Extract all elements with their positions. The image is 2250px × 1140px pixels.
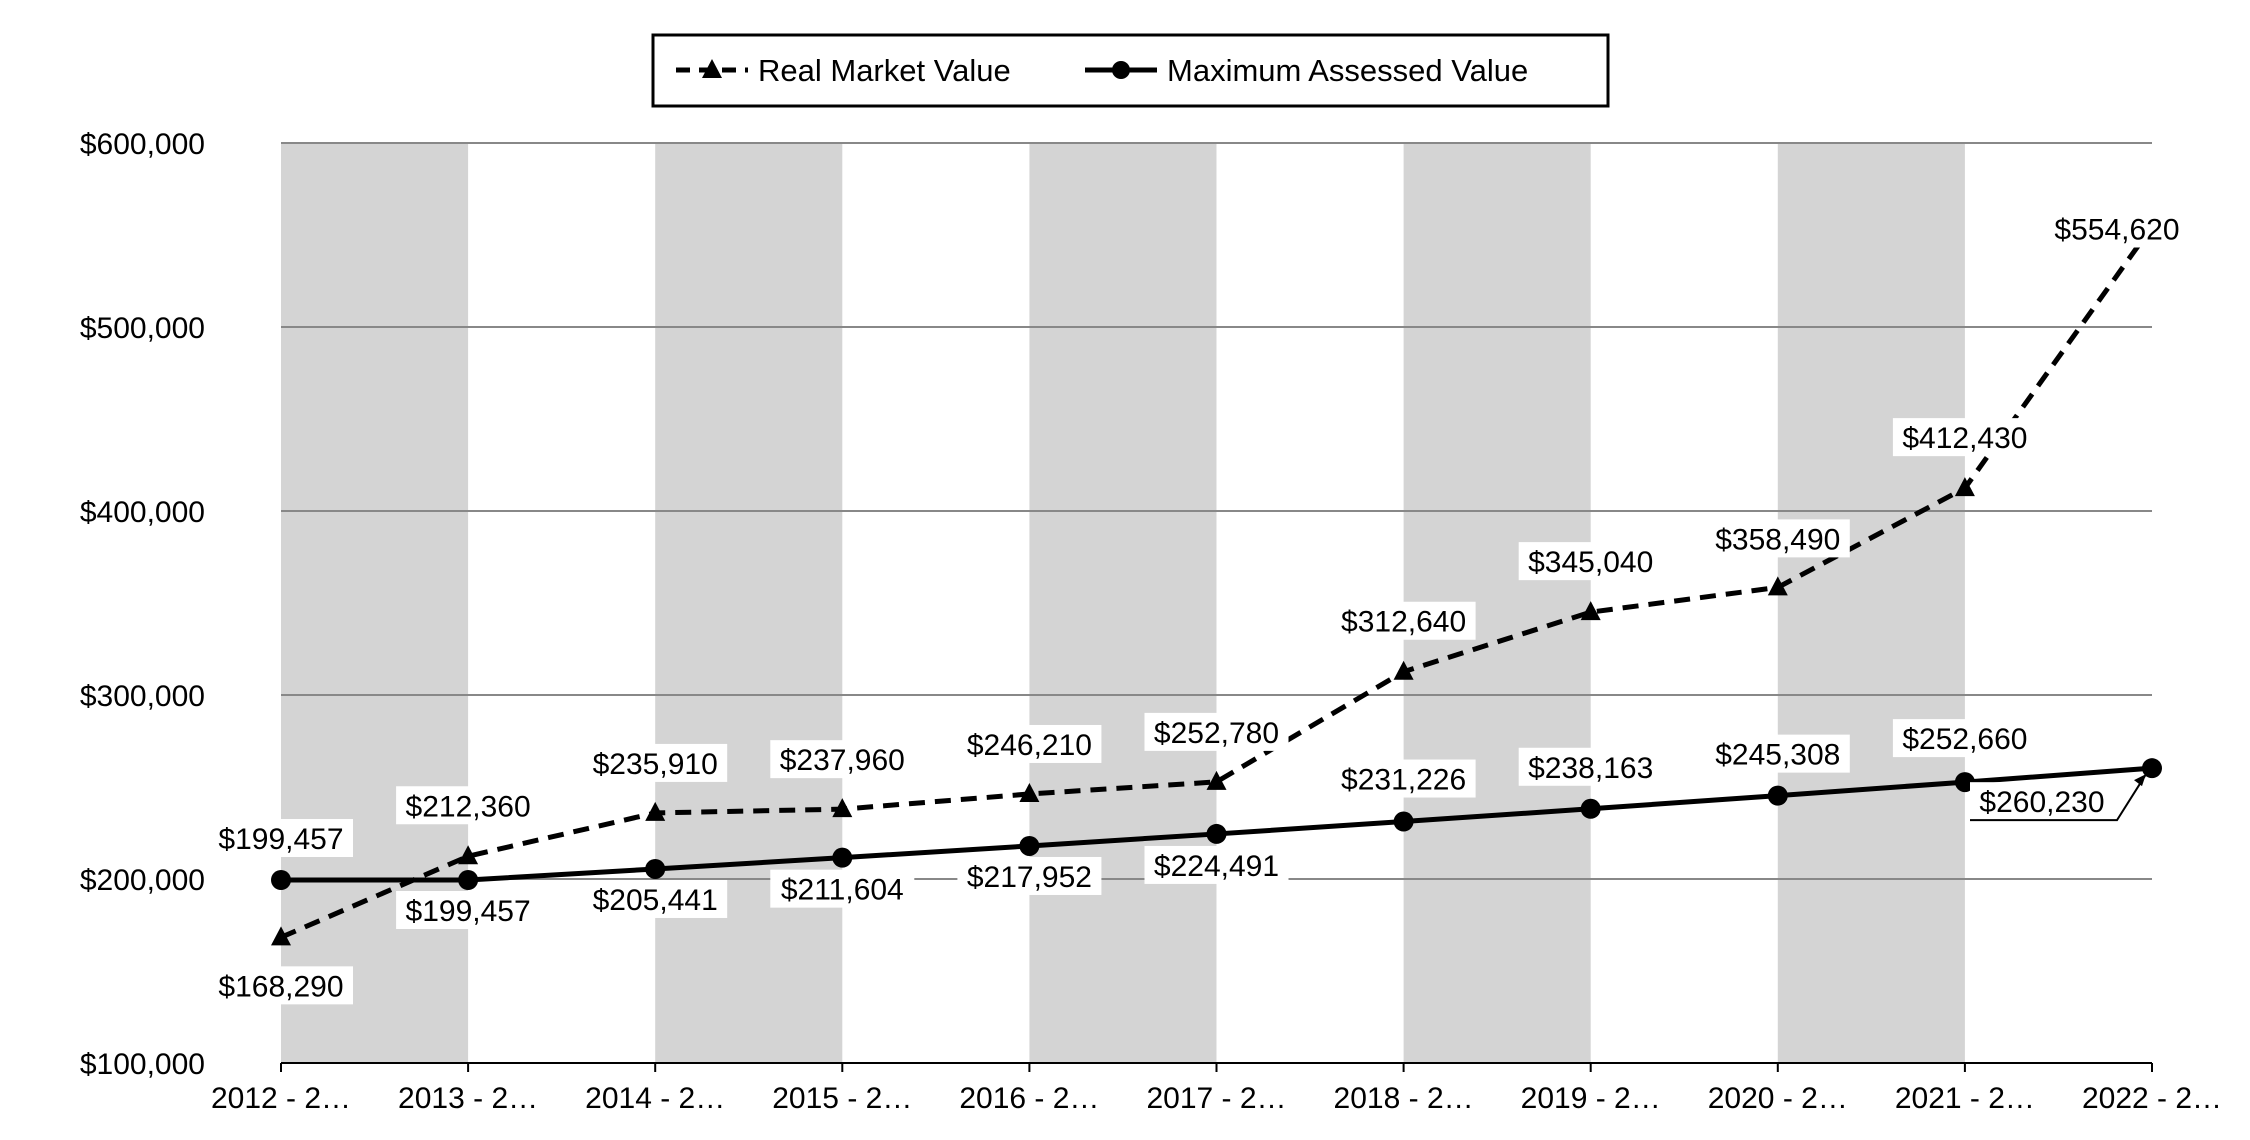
- marker-circle-6: [1393, 811, 1414, 832]
- data-label-1-9: $252,660: [1902, 723, 2027, 756]
- data-label-0-9: $412,430: [1902, 422, 2027, 455]
- data-label-box-1-6: [1331, 759, 1476, 798]
- background-bands: [281, 143, 1965, 1063]
- marker-triangle-4: [1019, 782, 1040, 802]
- data-label-0-7: $345,040: [1528, 546, 1653, 579]
- data-label-1-4: $217,952: [967, 861, 1092, 894]
- marker-circle-1: [458, 869, 479, 890]
- marker-triangle-6: [1393, 660, 1414, 680]
- x-tick-label-5: 2017 - 2…: [1146, 1082, 1286, 1115]
- band-4: [1029, 143, 1217, 1063]
- leader-line-assessed-last: [1970, 773, 2147, 822]
- legend-triangle-marker: [702, 59, 722, 78]
- data-label-0-2: $235,910: [593, 748, 718, 781]
- data-label-box-1-8: [1705, 734, 1850, 773]
- y-tick-label-300000: $300,000: [80, 680, 205, 713]
- data-label-1-3: $211,604: [781, 874, 904, 907]
- marker-circle-8: [1767, 785, 1788, 806]
- x-tick-label-9: 2021 - 2…: [1895, 1082, 2035, 1115]
- data-label-0-6: $312,640: [1341, 606, 1466, 639]
- marker-triangle-8: [1767, 576, 1788, 596]
- data-label-box-1-4: [957, 856, 1102, 895]
- marker-circle-7: [1580, 798, 1601, 819]
- y-tick-label-400000: $400,000: [80, 496, 205, 529]
- marker-circle-9: [1954, 772, 1975, 793]
- data-label-box-0-9: [1892, 418, 2037, 457]
- data-label-1-0: $199,457: [218, 823, 343, 856]
- data-label-0-8: $358,490: [1715, 523, 1840, 556]
- band-8: [1777, 143, 1965, 1063]
- data-label-box-1-1: [396, 890, 541, 929]
- data-label-box-0-1: [396, 786, 541, 825]
- data-label-box-0-10: [2045, 209, 2189, 248]
- x-tick-label-10: 2022 - 2…: [2082, 1082, 2222, 1115]
- data-label-box-1-2: [583, 879, 728, 918]
- data-label-box-0-3: [770, 740, 915, 779]
- data-label-0-1: $212,360: [406, 790, 531, 823]
- data-label-1-10: $260,230: [1979, 786, 2104, 819]
- data-label-0-10: $554,620: [2054, 213, 2179, 246]
- legend: Real Market Value Maximum Assessed Value: [651, 33, 1610, 108]
- data-label-box-1-5: [1144, 845, 1289, 884]
- data-label-box-0-4: [957, 724, 1102, 763]
- marker-triangle-7: [1580, 601, 1601, 621]
- data-label-0-5: $252,780: [1154, 717, 1279, 750]
- band-2: [655, 143, 843, 1063]
- marker-circle-3: [832, 847, 853, 868]
- data-label-1-1: $199,457: [406, 895, 531, 928]
- marker-circle-5: [1206, 823, 1227, 844]
- data-label-box-0-7: [1518, 542, 1663, 581]
- marker-triangle-3: [832, 798, 853, 818]
- x-tick-label-6: 2018 - 2…: [1334, 1082, 1474, 1115]
- data-label-box-0-2: [583, 743, 728, 782]
- data-label-box-0-5: [1144, 712, 1289, 751]
- x-tick-label-4: 2016 - 2…: [959, 1082, 1099, 1115]
- marker-circle-2: [645, 858, 666, 879]
- data-label-0-4: $246,210: [967, 729, 1092, 762]
- data-label-1-6: $231,226: [1341, 764, 1466, 797]
- x-tick-label-0: 2012 - 2…: [211, 1082, 351, 1115]
- data-label-box-1-9: [1892, 719, 2037, 758]
- x-tick-label-3: 2015 - 2…: [772, 1082, 912, 1115]
- legend-label-max-assessed: Maximum Assessed Value: [1167, 53, 1528, 88]
- marker-circle-10: [2142, 758, 2162, 779]
- marker-circle-4: [1019, 835, 1040, 856]
- x-tick-label-8: 2020 - 2…: [1708, 1082, 1848, 1115]
- data-label-box-1-7: [1518, 747, 1663, 786]
- y-tick-label-200000: $200,000: [80, 864, 205, 897]
- marker-triangle-5: [1206, 770, 1227, 790]
- y-axis-ticks: $100,000 $200,000 $300,000 $400,000 $500,000…: [80, 128, 205, 1081]
- y-tick-label-500000: $500,000: [80, 312, 205, 345]
- data-label-1-2: $205,441: [593, 884, 718, 917]
- legend-label-real-market: Real Market Value: [758, 53, 1011, 88]
- y-tick-label-100000: $100,000: [80, 1048, 205, 1081]
- data-label-box-1-0: [209, 818, 353, 857]
- x-tick-label-2: 2014 - 2…: [585, 1082, 725, 1115]
- data-label-box-1-3: [770, 869, 915, 908]
- data-label-box-1-10: [1970, 782, 2114, 821]
- x-tick-label-7: 2019 - 2…: [1521, 1082, 1661, 1115]
- data-label-box-0-6: [1331, 601, 1476, 640]
- y-tick-label-600000: $600,000: [80, 128, 205, 161]
- series-lines: [271, 215, 2162, 946]
- legend-circle-marker: [1112, 61, 1130, 79]
- data-label-box-0-8: [1705, 519, 1850, 558]
- data-label-box-0-0: [209, 966, 353, 1005]
- data-label-1-8: $245,308: [1715, 739, 1840, 772]
- data-label-1-5: $224,491: [1154, 850, 1279, 883]
- x-axis: 2012 - 2… 2013 - 2… 2014 - 2… 2015 - 2… 2016…: [211, 1062, 2222, 1115]
- data-label-0-3: $237,960: [780, 744, 905, 777]
- marker-triangle-9: [1954, 477, 1975, 497]
- x-tick-label-1: 2013 - 2…: [398, 1082, 538, 1115]
- marker-circle-0: [271, 869, 291, 890]
- marker-triangle-0: [271, 926, 291, 946]
- data-label-1-7: $238,163: [1528, 752, 1653, 785]
- leader-arrowhead: [2134, 774, 2146, 787]
- data-label-0-0: $168,290: [218, 970, 343, 1003]
- marker-triangle-2: [645, 801, 666, 821]
- marker-triangle-1: [458, 845, 479, 865]
- data-labels: $168,290 $212,360 $235,910 $237,960 $246,210…: [209, 209, 2189, 1005]
